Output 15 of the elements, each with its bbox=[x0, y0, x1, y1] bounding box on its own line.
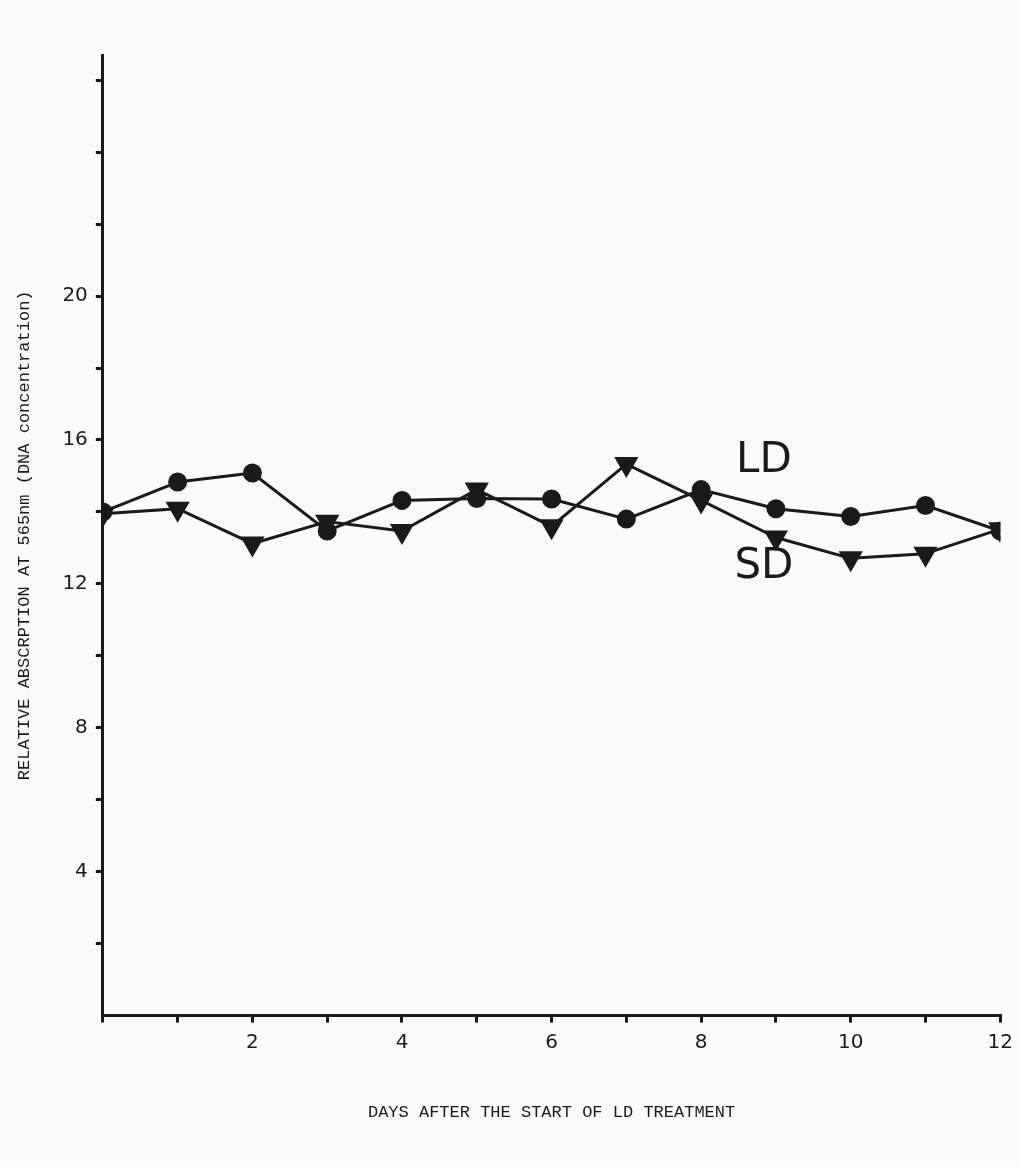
y-tick-label: 16 bbox=[62, 426, 88, 451]
x-tick-label: 12 bbox=[987, 1028, 1013, 1053]
x-tick-label: 4 bbox=[395, 1028, 409, 1053]
x-tick-label: 2 bbox=[246, 1028, 259, 1053]
x-tick-label: 6 bbox=[545, 1028, 558, 1053]
y-tick-label: 20 bbox=[62, 282, 88, 307]
x-axis-title: DAYS AFTER THE START OF LD TREATMENT bbox=[367, 1103, 736, 1123]
y-axis-title: RELATIVE ABSCRPTION AT 565nm (DNA concentration) bbox=[14, 290, 34, 781]
series-label: LD bbox=[736, 432, 792, 482]
x-tick-label: 10 bbox=[837, 1028, 864, 1053]
x-tick-label: 8 bbox=[694, 1028, 708, 1053]
y-tick-label: 12 bbox=[62, 570, 88, 595]
y-tick-label: 4 bbox=[75, 857, 88, 882]
y-tick-label: 8 bbox=[75, 713, 88, 738]
series-label: SD bbox=[734, 539, 794, 589]
